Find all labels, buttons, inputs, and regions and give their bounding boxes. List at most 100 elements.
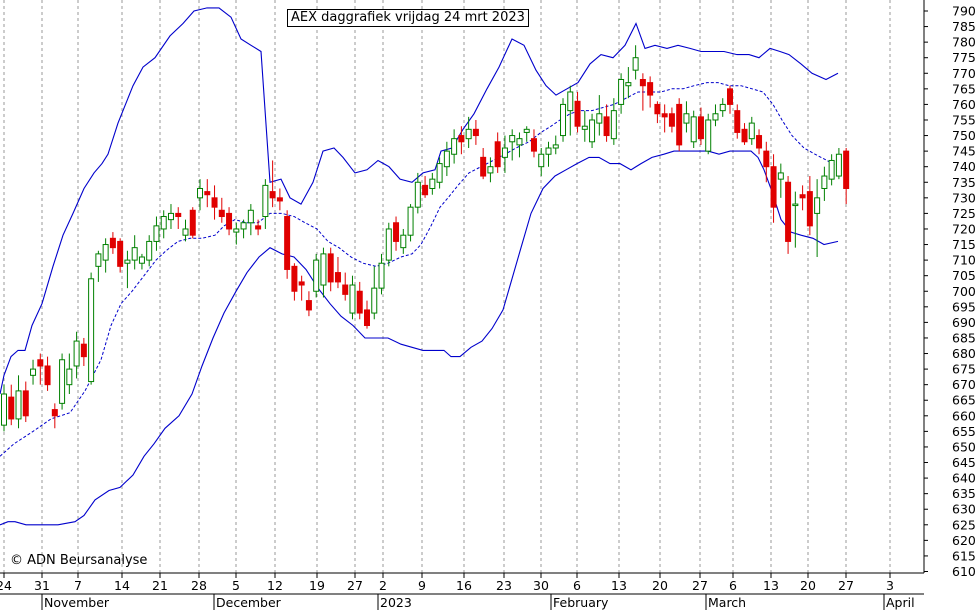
candle <box>30 359 37 385</box>
candle-body <box>218 209 225 218</box>
candle-body <box>334 272 341 283</box>
candle-body <box>291 265 298 292</box>
candle-body <box>596 113 603 124</box>
upper-band <box>0 7 839 395</box>
candle-body <box>516 138 523 146</box>
x-tick-label: 31 <box>34 578 50 593</box>
candle-body <box>15 390 22 420</box>
x-tick-label: 16 <box>456 578 472 593</box>
candle-body <box>320 253 327 286</box>
candle-body <box>51 409 58 417</box>
x-tick-label: 2 <box>379 578 387 593</box>
month-label: March <box>708 595 746 610</box>
candle <box>581 110 588 142</box>
candle <box>814 179 821 257</box>
lower-band <box>0 150 839 526</box>
x-tick-label: 12 <box>267 578 283 593</box>
candle <box>480 148 487 180</box>
y-tick-label: 720 <box>952 221 976 236</box>
candle <box>719 98 726 117</box>
candle-body <box>530 138 537 152</box>
x-tick-label: 7 <box>74 578 82 593</box>
candle <box>697 107 704 145</box>
candle-body <box>305 300 312 311</box>
candle-body <box>88 278 95 383</box>
candle <box>378 253 385 295</box>
candle <box>574 91 581 133</box>
candle <box>8 384 15 426</box>
candle <box>712 104 719 127</box>
candle <box>625 67 632 99</box>
candle <box>305 291 312 317</box>
x-tick-label: 27 <box>692 578 708 593</box>
candle-body <box>124 259 131 264</box>
candle-body <box>668 113 675 127</box>
candle-body <box>66 368 73 386</box>
candle-body <box>770 166 777 208</box>
month-label: February <box>553 595 609 610</box>
candle <box>182 219 189 242</box>
x-tick-label: 24 <box>0 578 12 593</box>
candle-body <box>197 187 204 199</box>
x-tick-label: 6 <box>729 578 737 593</box>
candle-body <box>835 153 842 177</box>
candle <box>400 228 407 254</box>
x-tick-label: 9 <box>418 578 426 593</box>
candle-body <box>342 284 349 295</box>
candle <box>632 45 639 80</box>
x-tick-label: 3 <box>886 578 894 593</box>
candle-body <box>843 150 850 189</box>
candle <box>269 160 276 208</box>
x-tick-label: 6 <box>573 578 581 593</box>
candle-body <box>138 256 145 264</box>
candle-body <box>436 163 443 183</box>
candle <box>683 101 690 133</box>
candle <box>356 281 363 320</box>
candle <box>792 191 799 248</box>
plot-frame <box>0 0 925 595</box>
candle <box>175 207 182 229</box>
bollinger-bands <box>0 7 839 526</box>
y-tick-label: 625 <box>952 517 976 532</box>
candle <box>821 166 828 201</box>
candle-body <box>393 222 400 242</box>
candle <box>240 219 247 239</box>
candle-body <box>356 290 363 314</box>
candle <box>95 250 102 282</box>
candle <box>458 126 465 155</box>
candle-body <box>472 128 479 137</box>
candle-body <box>647 82 654 96</box>
candle-body <box>211 197 218 208</box>
y-tick-label: 680 <box>952 346 976 361</box>
y-tick-label: 765 <box>952 81 976 96</box>
candle-body <box>828 159 835 180</box>
x-tick-label: 30 <box>533 578 549 593</box>
candle <box>364 300 370 329</box>
y-tick-label: 660 <box>952 408 976 423</box>
candle-body <box>407 206 414 236</box>
candle <box>371 266 378 320</box>
candle <box>501 135 508 173</box>
candle <box>770 154 777 223</box>
candle <box>247 204 254 236</box>
candle-body <box>1 393 7 426</box>
copyright-label: © ADN Beursanalyse <box>10 553 148 568</box>
candle-body <box>80 343 87 358</box>
month-label: December <box>216 595 282 610</box>
x-tick-label: 21 <box>152 578 168 593</box>
candle-body <box>255 225 262 230</box>
candle <box>472 119 479 145</box>
candle <box>59 353 66 410</box>
candle-body <box>545 147 552 155</box>
candle <box>88 272 95 385</box>
y-tick-label: 655 <box>952 424 976 439</box>
x-tick-label: 19 <box>309 578 325 593</box>
candle-body <box>167 212 174 221</box>
candle-body <box>276 197 283 202</box>
candle <box>109 232 116 254</box>
y-tick-label: 710 <box>952 253 976 268</box>
candle-body <box>567 91 574 112</box>
chart-title: AEX daggrafiek vrijdag 24 mrt 2023 <box>287 9 529 27</box>
candle-body <box>117 240 124 267</box>
